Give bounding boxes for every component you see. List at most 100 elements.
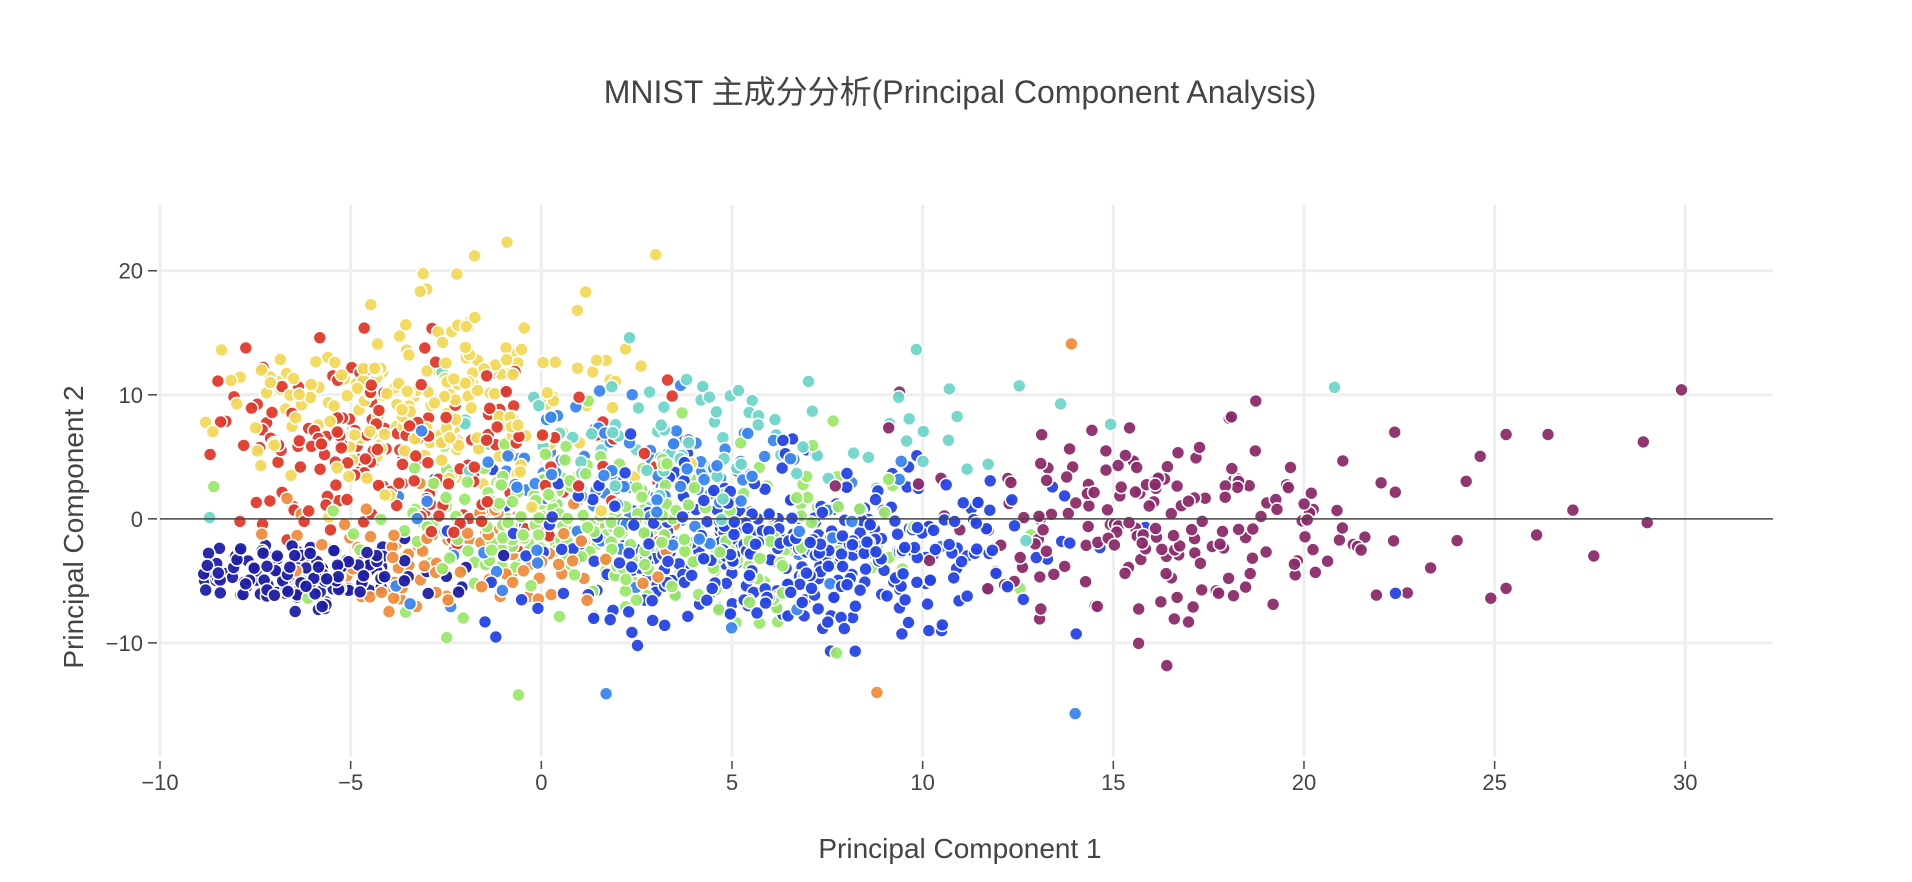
data-point bbox=[389, 498, 405, 513]
data-point bbox=[269, 548, 285, 564]
data-point bbox=[286, 371, 301, 386]
data-point bbox=[926, 522, 941, 538]
data-point bbox=[288, 410, 304, 426]
data-point bbox=[280, 584, 296, 599]
data-point bbox=[516, 563, 531, 579]
data-point bbox=[303, 377, 319, 392]
data-point bbox=[386, 527, 402, 543]
data-point bbox=[329, 460, 345, 476]
data-point bbox=[645, 613, 660, 628]
data-point bbox=[358, 451, 373, 467]
data-point bbox=[397, 553, 413, 569]
data-point bbox=[921, 623, 937, 638]
data-point bbox=[804, 580, 819, 596]
data-point bbox=[1304, 485, 1319, 501]
data-point bbox=[1131, 601, 1146, 617]
data-point bbox=[666, 436, 681, 452]
data-point bbox=[282, 559, 298, 575]
data-point bbox=[505, 575, 521, 590]
data-point bbox=[505, 367, 521, 382]
data-point bbox=[696, 551, 712, 567]
data-point bbox=[877, 505, 892, 520]
data-point bbox=[341, 469, 357, 484]
data-point bbox=[622, 330, 637, 346]
data-point bbox=[915, 454, 931, 469]
data-point bbox=[298, 578, 314, 594]
data-point bbox=[1181, 614, 1196, 630]
data-point bbox=[775, 558, 790, 574]
data-point bbox=[669, 423, 684, 439]
data-point bbox=[431, 508, 447, 524]
data-point bbox=[311, 559, 326, 575]
data-point bbox=[915, 424, 931, 439]
data-point bbox=[1118, 448, 1133, 463]
data-point bbox=[420, 455, 436, 471]
data-point bbox=[660, 372, 675, 388]
data-point bbox=[579, 593, 595, 608]
data-point bbox=[330, 569, 346, 585]
data-point bbox=[206, 479, 222, 494]
data-point bbox=[1062, 535, 1078, 551]
data-point bbox=[1039, 472, 1054, 488]
data-point bbox=[630, 638, 645, 653]
data-point bbox=[487, 386, 503, 402]
data-point bbox=[1067, 706, 1083, 721]
data-point bbox=[1449, 533, 1465, 548]
data-point bbox=[1122, 420, 1137, 436]
data-point bbox=[677, 543, 693, 559]
x-tick-label: 5 bbox=[726, 770, 738, 795]
data-point bbox=[1305, 542, 1321, 557]
data-point bbox=[893, 453, 909, 469]
data-point bbox=[821, 558, 836, 574]
data-point bbox=[442, 430, 458, 446]
data-point bbox=[605, 400, 620, 415]
data-point bbox=[1458, 473, 1474, 489]
data-point bbox=[1081, 498, 1097, 514]
data-point bbox=[675, 509, 690, 525]
data-point bbox=[254, 362, 269, 378]
data-point bbox=[377, 569, 392, 585]
x-tick-label: 20 bbox=[1292, 770, 1316, 795]
data-point bbox=[733, 435, 749, 451]
data-point bbox=[328, 477, 344, 493]
data-point bbox=[1053, 396, 1068, 412]
data-point bbox=[1046, 566, 1062, 582]
data-point bbox=[938, 477, 954, 493]
data-point bbox=[742, 595, 757, 610]
data-point bbox=[314, 599, 330, 614]
data-point bbox=[596, 468, 612, 483]
data-point bbox=[491, 496, 507, 511]
data-point bbox=[1035, 522, 1051, 538]
data-point bbox=[571, 478, 586, 494]
data-point bbox=[679, 372, 694, 387]
data-point bbox=[789, 490, 805, 506]
data-point bbox=[941, 537, 957, 552]
data-point bbox=[377, 426, 392, 442]
data-point bbox=[1110, 458, 1126, 473]
data-point bbox=[704, 581, 720, 596]
data-point bbox=[607, 498, 623, 514]
data-point bbox=[1148, 521, 1163, 536]
data-point bbox=[621, 604, 637, 620]
data-point bbox=[323, 522, 338, 538]
data-point bbox=[467, 248, 482, 264]
data-point bbox=[385, 550, 401, 565]
data-point bbox=[412, 284, 428, 299]
data-point bbox=[541, 487, 557, 503]
data-point bbox=[844, 514, 860, 529]
data-point bbox=[578, 284, 593, 300]
data-point bbox=[761, 506, 777, 522]
data-point bbox=[1369, 587, 1384, 603]
data-point bbox=[1674, 382, 1689, 398]
data-point bbox=[544, 467, 559, 482]
data-point bbox=[1248, 393, 1264, 409]
data-point bbox=[848, 598, 863, 614]
data-point bbox=[262, 493, 278, 509]
data-point bbox=[894, 626, 910, 642]
data-point bbox=[794, 595, 810, 610]
data-point bbox=[648, 247, 664, 262]
data-point bbox=[1169, 590, 1185, 605]
data-point bbox=[1540, 427, 1556, 442]
data-point bbox=[783, 584, 799, 600]
data-point bbox=[1147, 477, 1163, 492]
